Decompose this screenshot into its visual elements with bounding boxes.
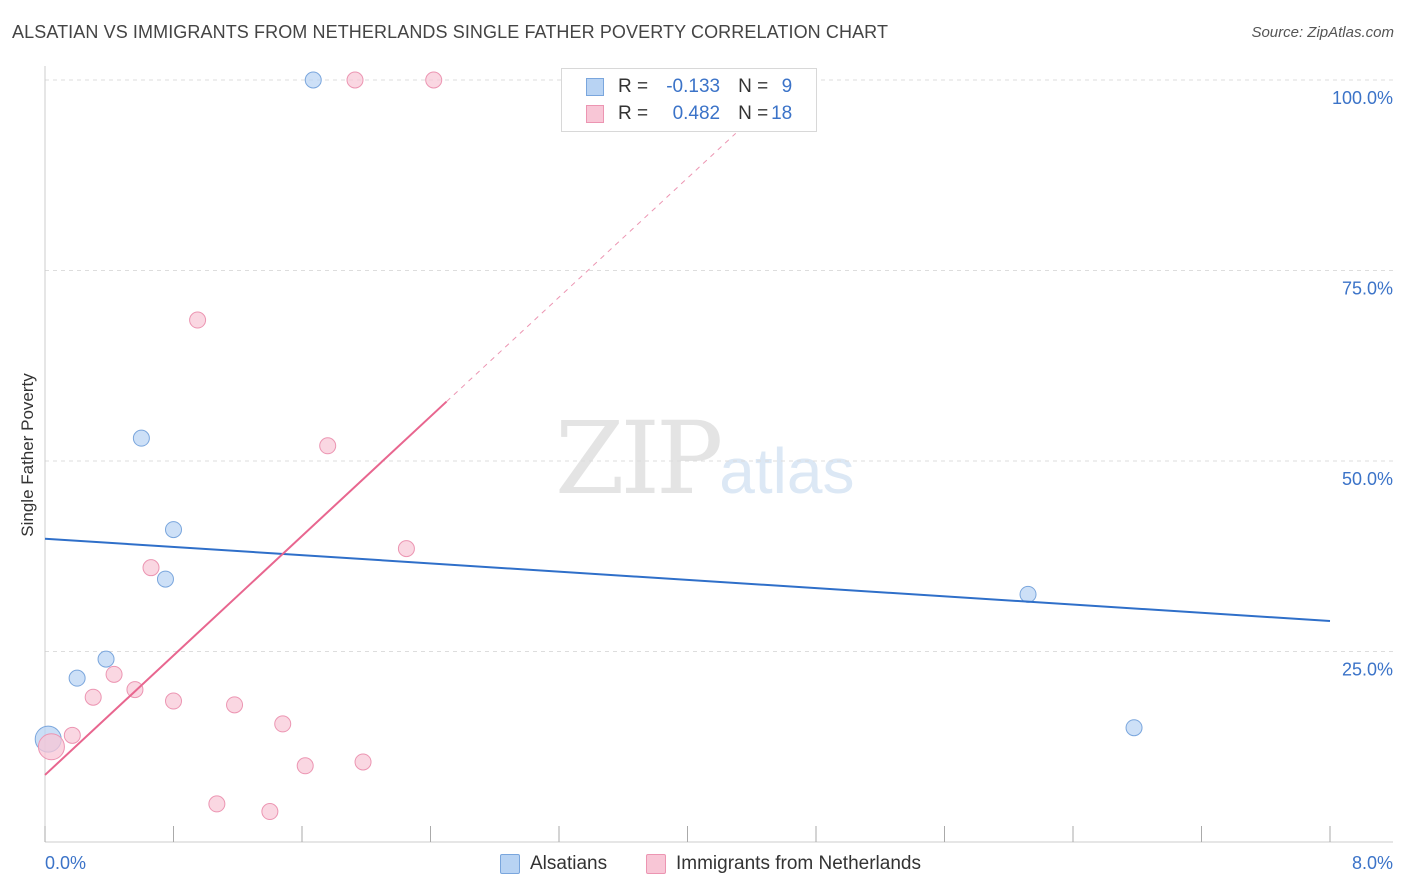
netherlands-point (261, 803, 279, 821)
legend-n-value: 9 (781, 76, 793, 97)
alsatian-point (68, 669, 86, 687)
netherlands-point (37, 733, 65, 761)
y-tick-label: 25.0% (1342, 660, 1393, 680)
legend-n-value: 18 (771, 103, 793, 124)
chart-title: ALSATIAN VS IMMIGRANTS FROM NETHERLANDS … (12, 22, 889, 42)
legend-row-alsatians: R = -0.133 N = 9 (586, 75, 792, 99)
legend-swatch-pink (586, 105, 604, 123)
bottom-legend-swatch-pink (646, 854, 666, 874)
netherlands-point (208, 795, 226, 813)
netherlands-point (165, 692, 182, 710)
legend-r-label: R = (618, 103, 649, 124)
y-tick-label: 50.0% (1342, 469, 1393, 489)
alsatian-point (156, 570, 174, 588)
netherlands-point (319, 437, 337, 455)
alsatian-point (132, 429, 150, 447)
netherlands-point (84, 688, 102, 706)
alsatian-point (165, 521, 182, 539)
bottom-legend-label: Immigrants from Netherlands (676, 853, 921, 874)
netherlands-point (105, 665, 123, 683)
x-tick-label: 0.0% (45, 853, 86, 873)
y-tick-label: 75.0% (1342, 279, 1393, 299)
netherlands-trend-line (44, 400, 448, 776)
legend-row-netherlands: R = 0.482 N = 18 (586, 102, 792, 126)
netherlands-point (274, 715, 292, 733)
netherlands-point (189, 311, 207, 329)
netherlands-trend-extension (446, 132, 737, 402)
y-tick-label: 100.0% (1332, 88, 1393, 108)
bottom-legend-swatch-blue (500, 854, 520, 874)
y-axis-label: Single Father Poverty (18, 373, 37, 537)
x-tick-label: 8.0% (1352, 853, 1393, 873)
alsatian-point (304, 71, 322, 89)
legend-n-label: N = (738, 76, 769, 97)
bottom-legend-label: Alsatians (530, 853, 608, 874)
legend-n-label: N = (738, 103, 769, 124)
legend-r-label: R = (618, 76, 649, 97)
netherlands-point (142, 559, 160, 577)
netherlands-point (425, 71, 443, 89)
source-label: Source: ZipAtlas.com (1251, 24, 1394, 41)
bottom-legend-netherlands: Immigrants from Netherlands (646, 852, 921, 876)
netherlands-point (126, 681, 144, 699)
netherlands-point (397, 540, 415, 558)
alsatian-point (1019, 585, 1037, 603)
bottom-legend-alsatians: Alsatians (500, 852, 607, 876)
netherlands-point (346, 71, 364, 89)
stats-legend: R = -0.133 N = 9 R = 0.482 N = 18 (561, 68, 817, 132)
alsatian-trend-line (44, 537, 1331, 623)
alsatian-point (97, 650, 115, 668)
netherlands-point (354, 753, 372, 771)
legend-r-value: -0.133 (666, 76, 721, 97)
alsatian-point (1125, 719, 1143, 737)
netherlands-point (63, 726, 81, 744)
legend-swatch-blue (586, 78, 604, 96)
netherlands-point (296, 757, 314, 775)
legend-r-value: 0.482 (672, 103, 721, 124)
netherlands-point (226, 696, 244, 714)
